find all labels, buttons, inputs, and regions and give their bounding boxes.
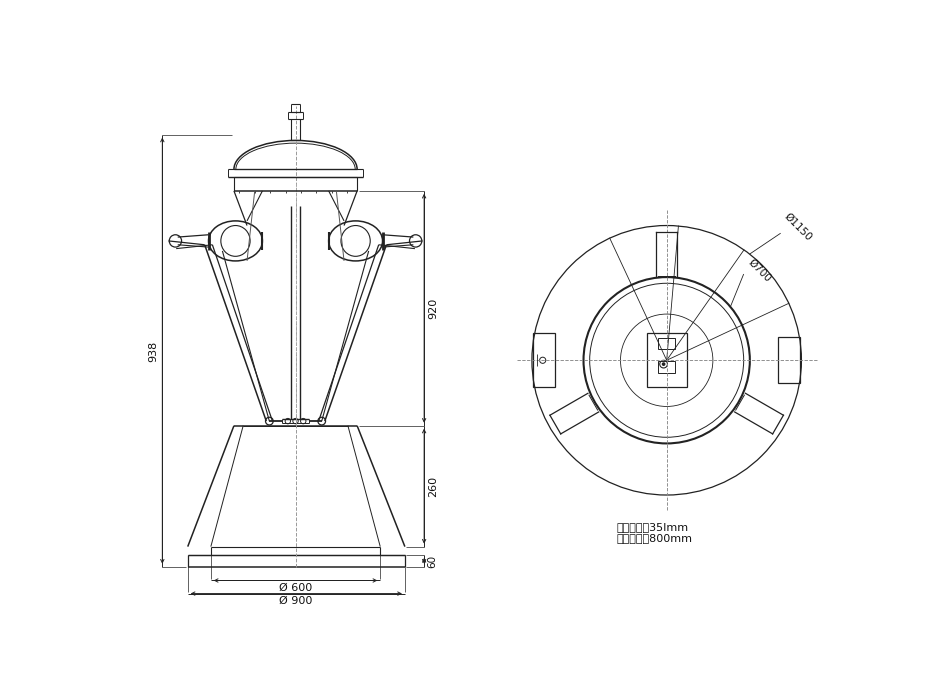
Bar xyxy=(646,333,687,387)
Text: Ø 600: Ø 600 xyxy=(279,583,312,593)
Text: 938: 938 xyxy=(148,341,158,361)
Bar xyxy=(534,333,555,387)
Text: 260: 260 xyxy=(428,476,439,497)
Text: 连杆长度：800mm: 连杆长度：800mm xyxy=(616,533,693,543)
Bar xyxy=(778,337,800,384)
Text: Ø700: Ø700 xyxy=(745,257,773,283)
Text: Ø 900: Ø 900 xyxy=(279,596,312,606)
Circle shape xyxy=(662,363,664,365)
Text: 主动臂长：35Ⅰmm: 主动臂长：35Ⅰmm xyxy=(616,522,689,532)
Bar xyxy=(658,361,675,373)
Text: 60: 60 xyxy=(427,555,437,568)
Text: Ø1150: Ø1150 xyxy=(782,211,813,243)
Bar xyxy=(658,338,675,349)
Text: 920: 920 xyxy=(428,298,439,319)
